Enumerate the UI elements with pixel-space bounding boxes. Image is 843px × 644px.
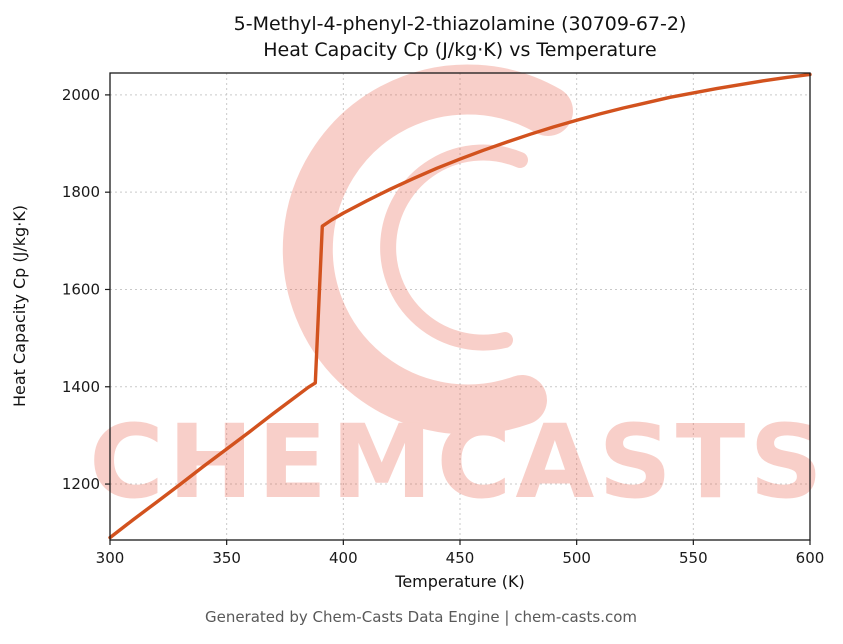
x-tick-label: 300 bbox=[96, 549, 125, 567]
y-tick-label: 1600 bbox=[62, 280, 100, 298]
cp-series-line bbox=[108, 72, 812, 540]
axis-ticks: 300 350 400 450 500 550 600 1200 1400 1600 1800 200… bbox=[62, 86, 825, 567]
x-tick-label: 550 bbox=[679, 549, 708, 567]
x-tick-label: 600 bbox=[796, 549, 825, 567]
y-axis-label: Heat Capacity Cp (J/kg·K) bbox=[10, 205, 29, 407]
x-tick-label: 350 bbox=[212, 549, 241, 567]
watermark-text: CHEMCASTS bbox=[89, 403, 827, 522]
x-tick-label: 450 bbox=[446, 549, 475, 567]
chemcasts-logo-c-icon bbox=[282, 64, 573, 435]
footer-credit: Generated by Chem-Casts Data Engine | ch… bbox=[205, 608, 637, 626]
chart-title-line2: Heat Capacity Cp (J/kg·K) vs Temperature bbox=[263, 39, 657, 61]
y-tick-label: 2000 bbox=[62, 86, 100, 104]
chart-title-line1: 5-Methyl-4-phenyl-2-thiazolamine (30709-… bbox=[234, 13, 687, 35]
y-tick-label: 1200 bbox=[62, 475, 100, 493]
x-tick-label: 400 bbox=[329, 549, 358, 567]
series-line bbox=[108, 72, 812, 540]
y-tick-label: 1800 bbox=[62, 183, 100, 201]
y-tick-label: 1400 bbox=[62, 378, 100, 396]
x-axis-label: Temperature (K) bbox=[394, 572, 524, 591]
watermark: CHEMCASTS bbox=[89, 64, 827, 522]
chemcasts-logo-c-inner-icon bbox=[380, 144, 528, 351]
x-tick-label: 500 bbox=[562, 549, 591, 567]
grid-lines bbox=[109, 73, 811, 540]
